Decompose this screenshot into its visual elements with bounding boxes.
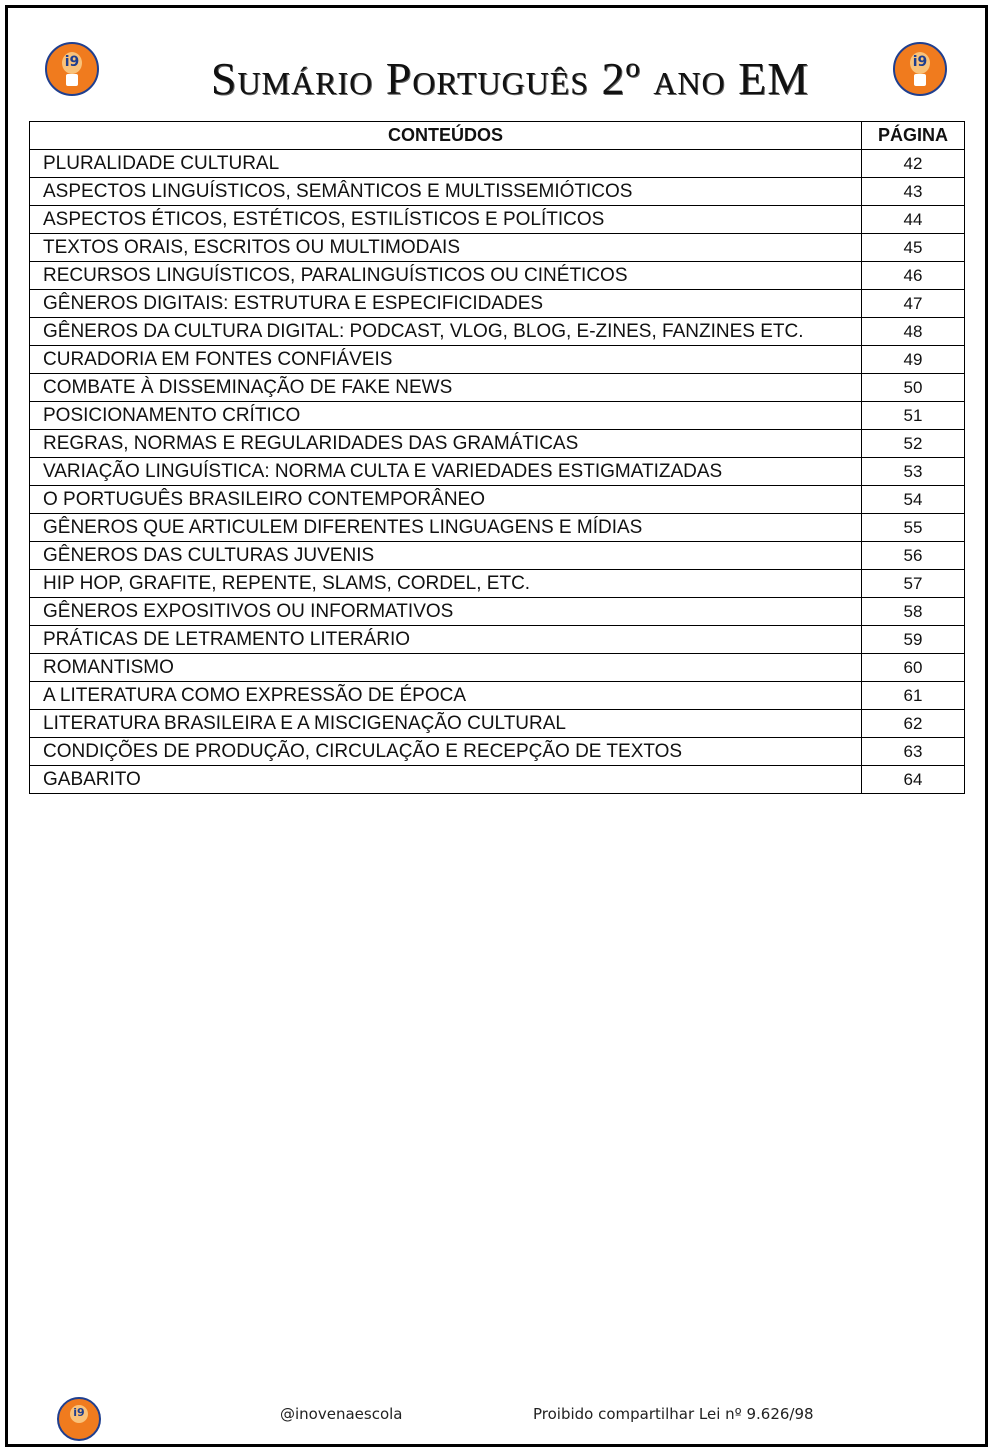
row-page: 60 <box>861 653 965 682</box>
row-page: 53 <box>861 457 965 486</box>
row-content: GÊNEROS QUE ARTICULEM DIFERENTES LINGUAG… <box>29 513 862 542</box>
table-row: A LITERATURA COMO EXPRESSÃO DE ÉPOCA 61 <box>29 681 965 710</box>
row-content: COMBATE À DISSEMINAÇÃO DE FAKE NEWS <box>29 373 862 402</box>
row-content: CONDIÇÕES DE PRODUÇÃO, CIRCULAÇÃO E RECE… <box>29 737 862 766</box>
row-content: TEXTOS ORAIS, ESCRITOS OU MULTIMODAIS <box>29 233 862 262</box>
table-row: REGRAS, NORMAS E REGULARIDADES DAS GRAMÁ… <box>29 429 965 458</box>
footer-notice: Proibido compartilhar Lei nº 9.626/98 <box>533 1405 814 1423</box>
table-header-row: CONTEÚDOS PÁGINA <box>29 121 965 150</box>
table-row: GÊNEROS DA CULTURA DIGITAL: PODCAST, VLO… <box>29 317 965 346</box>
row-page: 46 <box>861 261 965 290</box>
table-row: COMBATE À DISSEMINAÇÃO DE FAKE NEWS 50 <box>29 373 965 402</box>
row-content: GÊNEROS EXPOSITIVOS OU INFORMATIVOS <box>29 597 862 626</box>
page-border <box>5 5 988 1447</box>
row-page: 56 <box>861 541 965 570</box>
lightbulb-icon <box>62 52 82 74</box>
table-row: POSICIONAMENTO CRÍTICO 51 <box>29 401 965 430</box>
lightbulb-base <box>914 74 926 86</box>
table-row: ASPECTOS ÉTICOS, ESTÉTICOS, ESTILÍSTICOS… <box>29 205 965 234</box>
row-content: LITERATURA BRASILEIRA E A MISCIGENAÇÃO C… <box>29 709 862 738</box>
row-content: ROMANTISMO <box>29 653 862 682</box>
logo-text: i9 <box>912 54 928 70</box>
row-page: 55 <box>861 513 965 542</box>
lightbulb-icon <box>70 1405 88 1423</box>
row-content: GÊNEROS DAS CULTURAS JUVENIS <box>29 541 862 570</box>
row-page: 64 <box>861 765 965 794</box>
row-content: A LITERATURA COMO EXPRESSÃO DE ÉPOCA <box>29 681 862 710</box>
header-page: PÁGINA <box>861 121 965 150</box>
table-row: ASPECTOS LINGUÍSTICOS, SEMÂNTICOS E MULT… <box>29 177 965 206</box>
row-content: REGRAS, NORMAS E REGULARIDADES DAS GRAMÁ… <box>29 429 862 458</box>
row-content: ASPECTOS LINGUÍSTICOS, SEMÂNTICOS E MULT… <box>29 177 862 206</box>
row-page: 63 <box>861 737 965 766</box>
lightbulb-icon <box>910 52 930 74</box>
page-title: Sumário Português 2º ano EM <box>210 53 810 104</box>
row-page: 50 <box>861 373 965 402</box>
table-row: VARIAÇÃO LINGUÍSTICA: NORMA CULTA E VARI… <box>29 457 965 486</box>
contents-table: CONTEÚDOS PÁGINA PLURALIDADE CULTURAL 42 A… <box>29 121 965 794</box>
row-page: 45 <box>861 233 965 262</box>
row-content: CURADORIA EM FONTES CONFIÁVEIS <box>29 345 862 374</box>
table-row: O PORTUGUÊS BRASILEIRO CONTEMPORÂNEO 54 <box>29 485 965 514</box>
row-page: 44 <box>861 205 965 234</box>
row-page: 59 <box>861 625 965 654</box>
row-content: POSICIONAMENTO CRÍTICO <box>29 401 862 430</box>
row-page: 62 <box>861 709 965 738</box>
row-content: GABARITO <box>29 765 862 794</box>
row-content: RECURSOS LINGUÍSTICOS, PARALINGUÍSTICOS … <box>29 261 862 290</box>
table-row: LITERATURA BRASILEIRA E A MISCIGENAÇÃO C… <box>29 709 965 738</box>
row-content: PLURALIDADE CULTURAL <box>29 149 862 178</box>
logo-top-left: i9 <box>45 42 99 96</box>
row-content: PRÁTICAS DE LETRAMENTO LITERÁRIO <box>29 625 862 654</box>
table-row: GÊNEROS EXPOSITIVOS OU INFORMATIVOS 58 <box>29 597 965 626</box>
logo-text: i9 <box>73 1406 85 1419</box>
table-row: HIP HOP, GRAFITE, REPENTE, SLAMS, CORDEL… <box>29 569 965 598</box>
header-contents: CONTEÚDOS <box>29 121 862 150</box>
table-row: RECURSOS LINGUÍSTICOS, PARALINGUÍSTICOS … <box>29 261 965 290</box>
logo-top-right: i9 <box>893 42 947 96</box>
table-row: CONDIÇÕES DE PRODUÇÃO, CIRCULAÇÃO E RECE… <box>29 737 965 766</box>
table-row: GABARITO 64 <box>29 765 965 794</box>
table-row: GÊNEROS QUE ARTICULEM DIFERENTES LINGUAG… <box>29 513 965 542</box>
row-page: 42 <box>861 149 965 178</box>
row-page: 49 <box>861 345 965 374</box>
table-row: GÊNEROS DAS CULTURAS JUVENIS 56 <box>29 541 965 570</box>
row-page: 61 <box>861 681 965 710</box>
row-page: 43 <box>861 177 965 206</box>
row-content: GÊNEROS DIGITAIS: ESTRUTURA E ESPECIFICI… <box>29 289 862 318</box>
row-content: HIP HOP, GRAFITE, REPENTE, SLAMS, CORDEL… <box>29 569 862 598</box>
row-page: 58 <box>861 597 965 626</box>
row-page: 47 <box>861 289 965 318</box>
row-page: 48 <box>861 317 965 346</box>
row-content: O PORTUGUÊS BRASILEIRO CONTEMPORÂNEO <box>29 485 862 514</box>
row-page: 52 <box>861 429 965 458</box>
table-row: GÊNEROS DIGITAIS: ESTRUTURA E ESPECIFICI… <box>29 289 965 318</box>
logo-footer: i9 <box>57 1397 101 1441</box>
footer-handle: @inovenaescola <box>280 1405 403 1423</box>
table-row: PRÁTICAS DE LETRAMENTO LITERÁRIO 59 <box>29 625 965 654</box>
row-content: VARIAÇÃO LINGUÍSTICA: NORMA CULTA E VARI… <box>29 457 862 486</box>
row-content: GÊNEROS DA CULTURA DIGITAL: PODCAST, VLO… <box>29 317 862 346</box>
row-page: 57 <box>861 569 965 598</box>
logo-text: i9 <box>64 54 80 70</box>
table-row: ROMANTISMO 60 <box>29 653 965 682</box>
table-row: PLURALIDADE CULTURAL 42 <box>29 149 965 178</box>
table-row: CURADORIA EM FONTES CONFIÁVEIS 49 <box>29 345 965 374</box>
row-page: 51 <box>861 401 965 430</box>
table-row: TEXTOS ORAIS, ESCRITOS OU MULTIMODAIS 45 <box>29 233 965 262</box>
row-page: 54 <box>861 485 965 514</box>
lightbulb-base <box>66 74 78 86</box>
row-content: ASPECTOS ÉTICOS, ESTÉTICOS, ESTILÍSTICOS… <box>29 205 862 234</box>
